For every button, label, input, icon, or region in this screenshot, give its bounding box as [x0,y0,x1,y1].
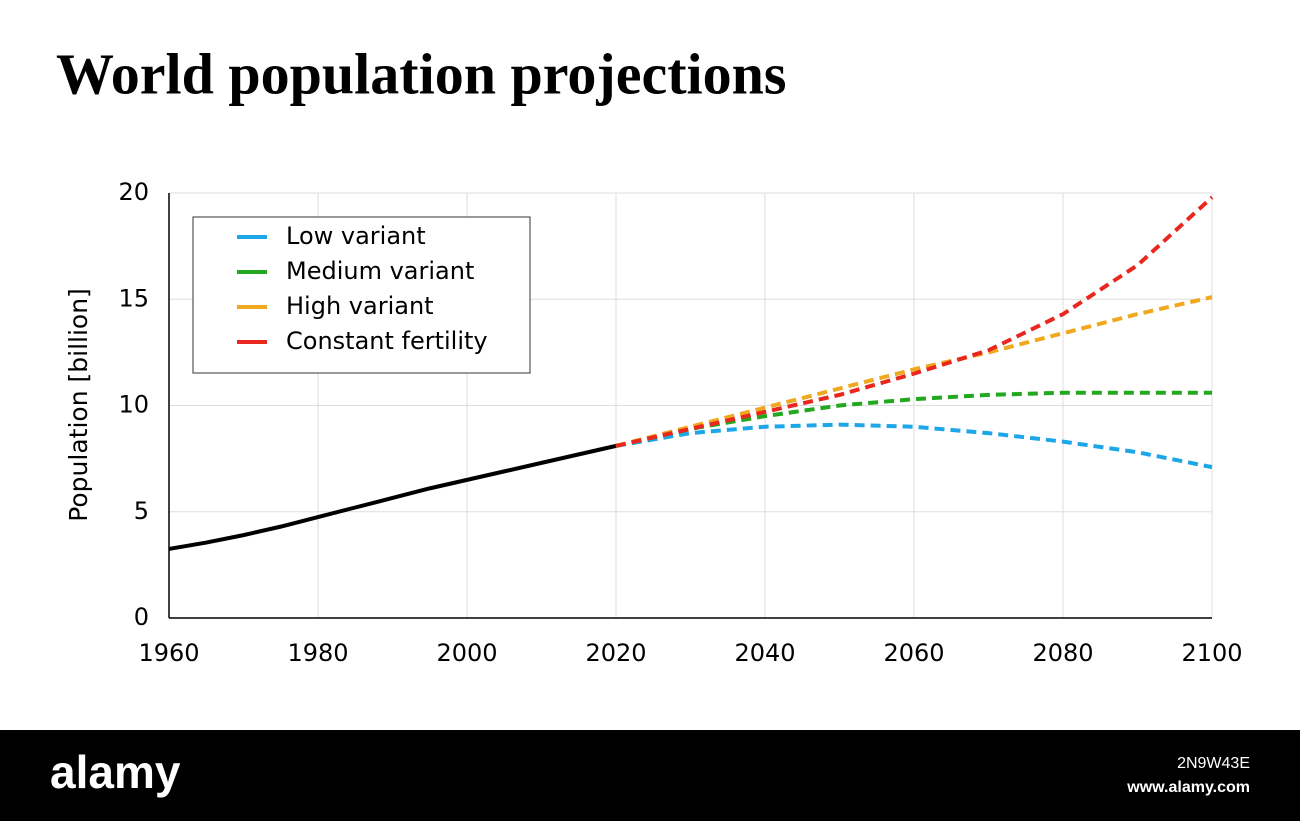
chart-title: World population projections [56,41,787,106]
x-tick-label: 2060 [883,639,944,667]
y-tick-label: 10 [118,391,149,419]
watermark-logo: alamy [50,746,181,798]
x-tick-label: 1980 [287,639,348,667]
y-tick-label: 20 [118,178,149,206]
x-tick-label: 1960 [138,639,199,667]
watermark-bar [0,730,1300,821]
x-tick-label: 2040 [734,639,795,667]
series-line [615,295,1213,448]
watermark-url: www.alamy.com [1126,779,1250,796]
series-line [615,422,1213,470]
y-axis-label: Population [billion] [64,288,93,522]
watermark-id: 2N9W43E [1177,755,1250,772]
x-tick-label: 2000 [436,639,497,667]
y-tick-label: 5 [134,497,149,525]
series-line [168,443,617,551]
x-tick-label: 2080 [1032,639,1093,667]
series-line [615,195,1214,448]
y-tick-label: 0 [134,603,149,631]
legend-label: Constant fertility [286,327,488,355]
legend-label: Medium variant [286,257,474,285]
x-tick-label: 2100 [1181,639,1242,667]
legend-box [192,216,531,374]
x-tick-label: 2020 [585,639,646,667]
legend-label: Low variant [286,222,426,250]
legend-label: High variant [286,292,434,320]
plot-area: 0 5 10 15 20 1960 1980 2000 2020 2040 2060 2080 2100… [118,178,1242,667]
y-tick-label: 15 [118,284,149,312]
